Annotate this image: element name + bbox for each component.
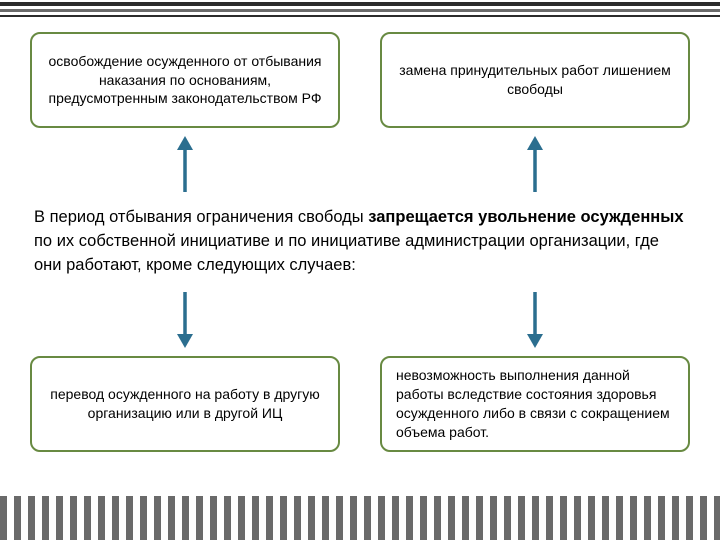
- stripe-3: [0, 15, 720, 17]
- content-area: освобождение осужденного от отбывания на…: [0, 22, 720, 452]
- bottom-bar-pattern: [0, 480, 720, 540]
- top-row: освобождение осужденного от отбывания на…: [30, 32, 690, 128]
- middle-paragraph: В период отбывания ограничения свободы з…: [30, 200, 690, 284]
- box-transfer: перевод осужденного на работу в другую о…: [30, 356, 340, 452]
- top-border-stripes: [0, 0, 720, 22]
- up-arrows-row: [30, 128, 690, 200]
- box-impossible-text: невозможность выполнения данной работы в…: [396, 366, 674, 442]
- arrow-up-left-cell: [30, 134, 340, 194]
- stripe-2: [0, 9, 720, 12]
- bar-pattern-fill: [0, 496, 720, 540]
- mid-post: по их собственной инициативе и по инициа…: [34, 232, 659, 274]
- box-replace: замена принудительных работ лишением сво…: [380, 32, 690, 128]
- box-transfer-text: перевод осужденного на работу в другую о…: [46, 385, 324, 423]
- box-replace-text: замена принудительных работ лишением сво…: [396, 61, 674, 99]
- bottom-row: перевод осужденного на работу в другую о…: [30, 356, 690, 452]
- arrow-down-icon: [170, 290, 200, 350]
- arrow-down-left-cell: [30, 290, 340, 350]
- down-arrows-row: [30, 284, 690, 356]
- arrow-up-right-cell: [380, 134, 690, 194]
- box-release: освобождение осужденного от отбывания на…: [30, 32, 340, 128]
- arrow-down-right-cell: [380, 290, 690, 350]
- stripe-1: [0, 2, 720, 6]
- arrow-up-icon: [170, 134, 200, 194]
- mid-pre: В период отбывания ограничения свободы: [34, 208, 368, 226]
- box-release-text: освобождение осужденного от отбывания на…: [46, 52, 324, 109]
- arrow-up-icon: [520, 134, 550, 194]
- arrow-down-icon: [520, 290, 550, 350]
- box-impossible: невозможность выполнения данной работы в…: [380, 356, 690, 452]
- mid-bold: запрещается увольнение осужденных: [368, 208, 683, 226]
